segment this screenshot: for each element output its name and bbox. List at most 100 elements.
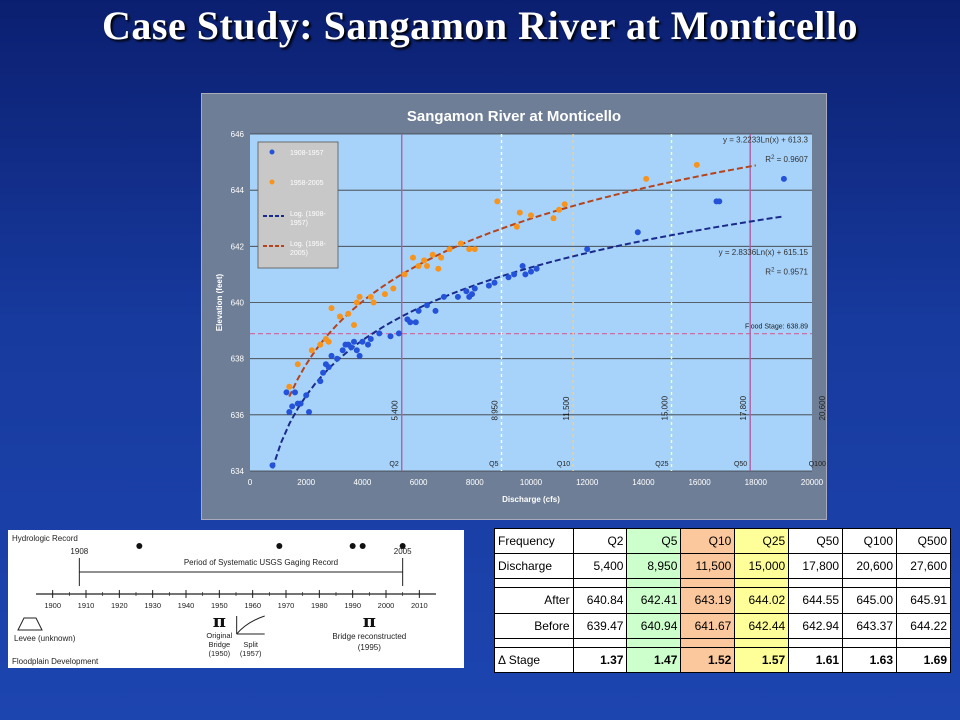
data-point <box>469 291 475 298</box>
data-point <box>289 403 296 410</box>
floodplain-development-label: Floodplain Development <box>12 657 99 666</box>
cell-frequency-label: Frequency <box>494 527 574 555</box>
chart-title: Sangamon River at Monticello <box>407 108 621 125</box>
trendline <box>271 215 785 469</box>
data-point <box>522 271 529 278</box>
data-point <box>325 364 332 371</box>
return-period-value: 17,800 <box>739 395 748 420</box>
data-point <box>435 265 442 272</box>
cell-header-q500: Q500 <box>896 527 951 555</box>
data-point <box>328 352 335 359</box>
data-point <box>308 347 315 354</box>
timeline-year: 1980 <box>311 601 328 610</box>
table-row-frequency: Frequency Q2 Q5 Q10 Q25 Q50 Q100 Q500 <box>494 527 951 555</box>
x-tick-label: 2000 <box>297 478 315 487</box>
data-point <box>429 251 436 258</box>
cell-discharge-q500: 27,600 <box>896 553 951 580</box>
data-point <box>556 206 563 213</box>
timeline-svg: Hydrologic Record 1908 2005 Period of Syste… <box>12 534 436 666</box>
data-point <box>348 344 355 351</box>
data-point <box>286 383 293 390</box>
data-point <box>317 341 324 348</box>
data-point <box>485 282 492 289</box>
table-row-after: After 640.84 642.41 643.19 644.02 644.55… <box>494 587 951 614</box>
x-tick-label: 14000 <box>632 478 655 487</box>
x-tick-label: 16000 <box>688 478 711 487</box>
return-period-code: Q50 <box>734 461 747 468</box>
timeline-year: 1960 <box>244 601 261 610</box>
reconstructed-label: Bridge reconstructed <box>332 632 406 641</box>
x-tick-label: 4000 <box>354 478 372 487</box>
cell-after-q100: 645.00 <box>842 587 898 614</box>
data-point <box>353 347 360 354</box>
data-point <box>716 198 723 205</box>
data-point <box>390 285 397 292</box>
cell-header-q100: Q100 <box>842 527 898 555</box>
flood-stage-label: Flood Stage: 638.89 <box>745 324 808 331</box>
data-point <box>339 347 346 354</box>
data-point <box>471 285 478 292</box>
legend-label: 1908-1957 <box>290 150 324 157</box>
cell-before-label: Before <box>494 612 574 639</box>
data-point <box>432 307 439 314</box>
data-point <box>528 268 534 275</box>
cell-stage-q2: 1.37 <box>572 646 628 674</box>
cell-before-q25: 642.44 <box>734 612 790 639</box>
data-point <box>286 409 293 415</box>
table-spacer-row <box>494 578 951 589</box>
timeline-year: 1940 <box>178 601 195 610</box>
table-row-stage: Δ Stage 1.37 1.47 1.52 1.57 1.61 1.63 1.… <box>494 646 951 674</box>
data-point <box>415 307 422 314</box>
cell-stage-q100: 1.63 <box>842 646 898 674</box>
data-point <box>415 263 422 269</box>
data-point <box>365 341 371 348</box>
data-point <box>471 246 478 253</box>
bridge-label-1: Original <box>206 631 232 640</box>
cell-after-label: After <box>494 587 574 614</box>
data-point <box>424 263 430 269</box>
data-point <box>466 246 473 253</box>
slide-title: Case Study: Sangamon River at Monticello <box>102 3 858 48</box>
timeline-year: 2000 <box>378 601 395 610</box>
flood-event-dot <box>399 543 406 549</box>
data-point <box>325 338 332 345</box>
data-point <box>643 175 650 182</box>
timeline-year: 1920 <box>111 601 128 610</box>
return-period-value: 11,500 <box>562 396 571 420</box>
x-tick-label: 0 <box>248 478 253 487</box>
data-point <box>421 257 428 264</box>
return-period-value: 8,950 <box>490 400 499 421</box>
reconstructed-year: (1995) <box>358 643 381 652</box>
table-row-discharge: Discharge 5,400 8,950 11,500 15,000 17,8… <box>494 553 951 580</box>
cell-before-q100: 643.37 <box>842 612 898 639</box>
data-point <box>463 288 470 295</box>
data-point <box>351 322 357 328</box>
data-point <box>283 389 290 396</box>
return-period-code: Q10 <box>557 461 570 468</box>
trend-equation-late: y = 3.2233Ln(x) + 613.3 <box>723 135 809 144</box>
x-tick-label: 20000 <box>801 478 824 487</box>
data-point <box>376 330 383 337</box>
timeline-year: 2010 <box>411 601 428 610</box>
cell-discharge-q50: 17,800 <box>788 553 844 580</box>
cell-before-q5: 640.94 <box>626 612 682 639</box>
data-point <box>457 240 464 247</box>
data-point <box>511 271 518 278</box>
data-point <box>367 293 374 300</box>
data-point <box>780 175 787 182</box>
split-label: Split <box>243 640 259 649</box>
timeline-year: 1950 <box>211 601 228 610</box>
data-point <box>513 223 520 230</box>
cell-header-q5: Q5 <box>626 527 682 555</box>
data-point <box>395 330 402 337</box>
data-point <box>328 305 335 312</box>
bridge-icon: π <box>213 611 226 632</box>
table-spacer-row <box>494 637 951 648</box>
split-curve-icon <box>236 615 265 635</box>
cell-discharge-q100: 20,600 <box>842 553 898 580</box>
data-point <box>351 338 357 345</box>
data-point <box>412 319 419 326</box>
data-point <box>401 271 408 278</box>
return-period-code: Q2 <box>389 461 398 468</box>
data-point <box>359 338 366 345</box>
